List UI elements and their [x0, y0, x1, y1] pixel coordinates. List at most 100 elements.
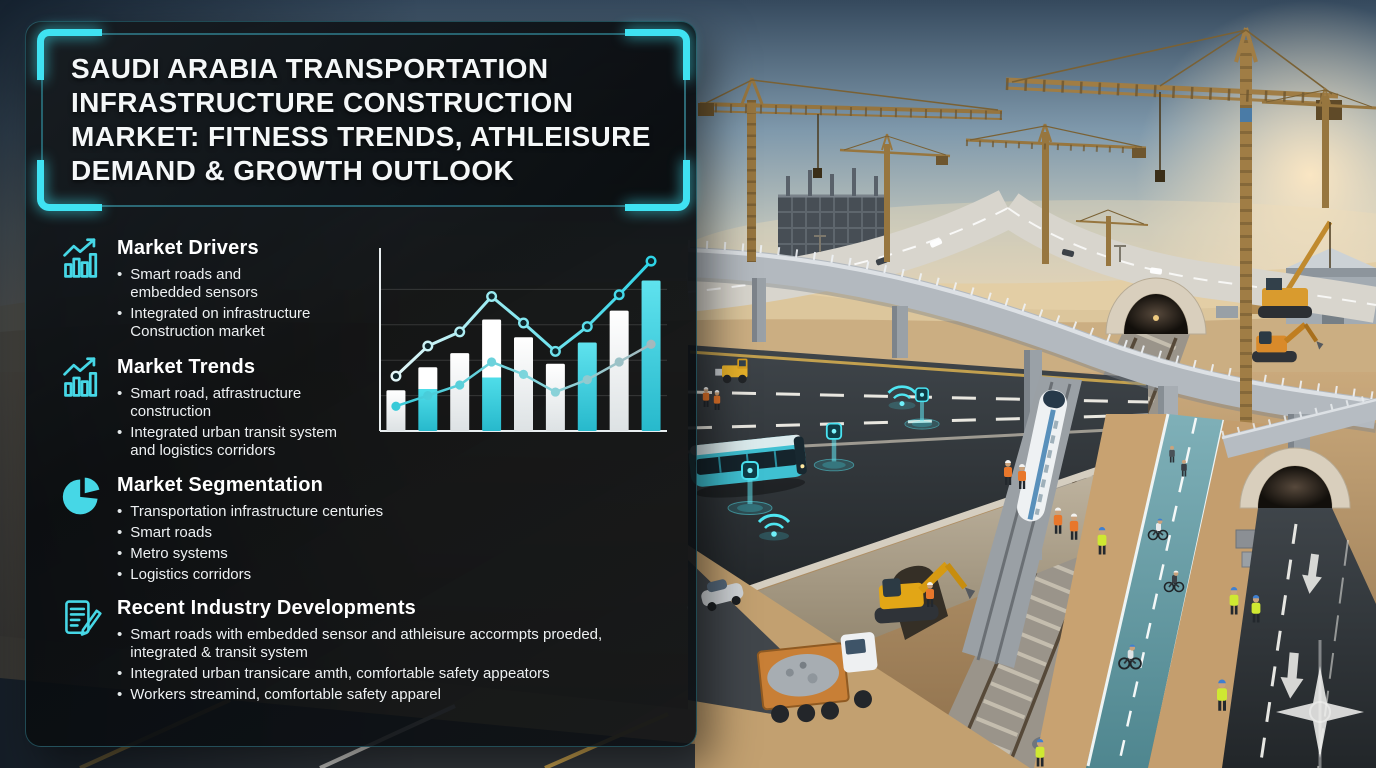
excavator: [1252, 322, 1324, 363]
pie-chart-icon: [60, 474, 104, 518]
section-market-drivers: Market Drivers • Smart roads and embedded…: [60, 236, 360, 344]
title-line: DEMAND & GROWTH OUTLOOK: [71, 155, 515, 186]
section-content: Market Segmentation • Transportation infr…: [117, 473, 500, 584]
crawler-crane: [1258, 220, 1333, 318]
bullet-item: • Smart roads and embedded sensors: [117, 266, 360, 302]
section-heading: Recent Industry Developments: [117, 597, 417, 619]
construction-worker: [1018, 464, 1026, 489]
title-line: INFRASTRUCTURE CONSTRUCTION: [71, 87, 574, 118]
section-market-segmentation: Market Segmentation • Transportation infr…: [60, 473, 500, 587]
bullet-text: Transportation infrastructure centuries: [130, 503, 384, 520]
container: [1216, 306, 1238, 318]
growth-chart-icon: [60, 237, 104, 281]
side-road: [1222, 508, 1376, 768]
metro-line: [962, 376, 1082, 668]
tower-crane: [698, 77, 1003, 262]
bullet-item: • Integrated urban transit system and log…: [117, 424, 380, 460]
section-content: Market Trends • Smart road, atfrastructur…: [117, 355, 380, 460]
tunnel-portal: [1239, 447, 1351, 509]
bullet-dot: •: [117, 424, 123, 441]
tower-crane: [839, 133, 951, 262]
bullet-item: • Metro systems: [117, 545, 500, 563]
construction-worker: [1251, 595, 1261, 623]
wifi-hologram: [887, 385, 917, 410]
tower-crane: [1075, 209, 1149, 266]
pedestrian: [1169, 445, 1175, 463]
bullet-dot: •: [117, 626, 123, 643]
bullet-dot: •: [117, 665, 123, 682]
light-pole: [814, 235, 1126, 262]
compass-star-icon: [1276, 640, 1364, 768]
construction-worker: [702, 387, 710, 407]
section-heading: Market Trends: [117, 356, 256, 378]
bullet-item: • Smart road, atfrastructure construction: [117, 385, 380, 421]
dump-truck: [756, 632, 878, 723]
tower-crane: [965, 123, 1147, 264]
bullet-item: • Workers streamind, comfortable safety a…: [117, 686, 660, 704]
bullet-dot: •: [117, 503, 123, 520]
bullet-dot: •: [117, 305, 123, 322]
tower-crane: [1005, 27, 1342, 545]
bullet-item: • Logistics corridors: [117, 566, 500, 584]
construction-worker: [926, 582, 934, 607]
document-edit-icon: [60, 597, 104, 641]
info-panel: SAUDI ARABIA TRANSPORTATION INFRASTRUCTU…: [25, 21, 697, 747]
cyclist: [1163, 570, 1185, 593]
bullet-item: • Smart roads: [117, 524, 500, 542]
cyclist: [1118, 644, 1142, 670]
construction-worker: [1035, 739, 1045, 767]
market-trend-chart-svg: [379, 248, 667, 432]
tunnel-portal: [1105, 277, 1207, 335]
bullet-item: • Integrated urban transicare amth, comfo…: [117, 665, 660, 683]
highway-interchange: [686, 190, 1376, 323]
construction-worker: [1229, 587, 1239, 615]
road-arrow: [1302, 553, 1322, 594]
bullet-text: Smart roads: [130, 524, 212, 541]
tower-crane: [1261, 87, 1376, 208]
market-trend-chart: [373, 244, 671, 438]
section-content: Recent Industry Developments • Smart road…: [117, 596, 660, 704]
bullet-text: Integrated urban transit system and logi…: [130, 424, 338, 459]
ramp-bridge: [1221, 393, 1376, 458]
bullet-list: • Smart roads with embedded sensor and at…: [117, 626, 660, 704]
construction-worker: [1097, 527, 1107, 555]
construction-worker: [1004, 460, 1012, 485]
excavator: [874, 561, 976, 624]
construction-worker: [1053, 507, 1063, 534]
construction-worker: [1217, 679, 1227, 711]
bullet-dot: •: [117, 566, 123, 583]
bullet-text: Integrated on infrastructure Constructio…: [130, 305, 311, 340]
bullet-item: • Integrated on infrastructure Constructi…: [117, 305, 360, 341]
growth-chart-icon: [60, 356, 104, 400]
section-content: Market Drivers • Smart roads and embedded…: [117, 236, 360, 341]
bullet-dot: •: [117, 545, 123, 562]
section-recent-industry-developments: Recent Industry Developments • Smart road…: [60, 596, 660, 707]
bullet-list: • Smart roads and embedded sensors • Integr…: [117, 266, 360, 341]
sensor-hologram: [727, 461, 773, 515]
metro-train: [1017, 389, 1068, 522]
pedestrian: [1181, 459, 1187, 477]
bullet-dot: •: [117, 524, 123, 541]
sensor-hologram: [813, 422, 855, 472]
section-heading: Market Segmentation: [117, 474, 324, 496]
page-title: SAUDI ARABIA TRANSPORTATION INFRASTRUCTU…: [71, 52, 651, 188]
title-line: MARKET: FITNESS TRENDS, ATHLEISURE: [71, 121, 651, 152]
bullet-list: • Transportation infrastructure centuries…: [117, 503, 500, 584]
construction-worker: [713, 390, 721, 410]
section-market-trends: Market Trends • Smart road, atfrastructur…: [60, 355, 380, 463]
sand-strip: [1034, 414, 1168, 768]
bullet-text: Smart roads and embedded sensors: [130, 266, 258, 301]
bullet-text: Metro systems: [130, 545, 228, 562]
bullet-item: • Smart roads with embedded sensor and at…: [117, 626, 660, 662]
bullet-text: Smart roads with embedded sensor and ath…: [130, 626, 603, 661]
bullet-list: • Smart road, atfrastructure construction…: [117, 385, 380, 460]
road-arrow: [1280, 652, 1304, 699]
title-line: SAUDI ARABIA TRANSPORTATION: [71, 53, 549, 84]
sensor-hologram: [904, 387, 940, 430]
cyclist: [1147, 518, 1169, 541]
section-heading: Market Drivers: [117, 237, 259, 259]
bullet-item: • Transportation infrastructure centuries: [117, 503, 500, 521]
car: [701, 579, 744, 612]
construction-worker: [1069, 513, 1079, 540]
